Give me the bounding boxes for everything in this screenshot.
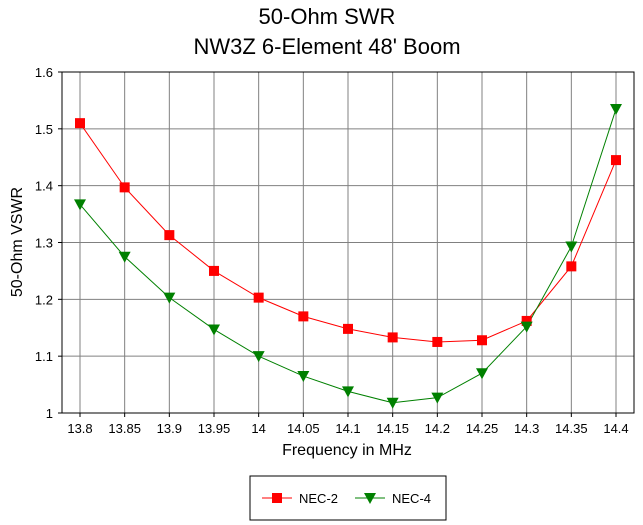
- series: [74, 103, 622, 409]
- data-point: [477, 335, 487, 346]
- x-tick-label: 14: [251, 421, 265, 436]
- x-tick-label: 14.05: [287, 421, 320, 436]
- x-tick-label: 14.15: [376, 421, 409, 436]
- y-tick-label: 1.1: [35, 349, 53, 364]
- data-point: [119, 182, 130, 193]
- x-tick-label: 13.95: [198, 421, 231, 436]
- data-point: [610, 103, 622, 115]
- y-tick-label: 1.5: [35, 122, 53, 137]
- data-point: [252, 351, 265, 363]
- data-point: [74, 199, 86, 211]
- data-point: [521, 315, 532, 326]
- data-point: [520, 321, 533, 333]
- data-point: [297, 371, 310, 383]
- x-tick-label: 14.25: [466, 421, 499, 436]
- chart-title: 50-Ohm SWR NW3Z 6-Element 48' Boom: [193, 4, 460, 59]
- legend-label-nec-2: NEC-2: [299, 491, 338, 506]
- y-tick-label: 1: [46, 406, 53, 421]
- data-point: [565, 241, 578, 253]
- data-point: [431, 392, 444, 404]
- y-tick-label: 1.2: [35, 292, 53, 307]
- data-point: [387, 332, 398, 343]
- y-tick-label: 1.4: [35, 179, 53, 194]
- legend-marker-nec-2: [272, 493, 282, 503]
- y-axis-title: 50-Ohm VSWR: [9, 187, 26, 297]
- data-point: [209, 265, 219, 276]
- y-tick-label: 1.6: [35, 65, 53, 80]
- data-point: [343, 323, 353, 334]
- data-point: [75, 118, 85, 129]
- legend-marker-nec-4: [364, 493, 376, 504]
- data-point: [298, 311, 309, 322]
- x-tick-label: 14.4: [603, 421, 628, 436]
- data-point: [208, 324, 220, 336]
- x-tick-label: 14.35: [555, 421, 588, 436]
- data-point: [164, 230, 175, 241]
- y-axis-ticks: 1 1.1 1.2 1.3 1.4 1.5 1.6: [35, 65, 62, 421]
- chart-title-line-2: NW3Z 6-Element 48' Boom: [193, 34, 460, 59]
- data-point: [342, 386, 354, 398]
- x-tick-label: 13.9: [157, 421, 182, 436]
- data-point: [432, 336, 443, 347]
- x-tick-label: 14.2: [425, 421, 450, 436]
- chart-title-line-1: 50-Ohm SWR: [259, 4, 396, 29]
- x-tick-label: 14.1: [335, 421, 360, 436]
- series-points-nec-2: [75, 118, 621, 347]
- x-axis-title: Frequency in MHz: [282, 442, 412, 459]
- data-point: [566, 261, 577, 272]
- x-tick-label: 14.3: [514, 421, 539, 436]
- data-point: [118, 251, 131, 263]
- data-point: [611, 155, 621, 166]
- x-axis-ticks: 13.8 13.85 13.9 13.95 14 14.05 14.1 14.15 14.2 14…: [67, 413, 629, 436]
- data-point: [476, 368, 488, 380]
- x-tick-label: 13.85: [108, 421, 141, 436]
- data-point: [253, 292, 264, 303]
- y-tick-label: 1.3: [35, 236, 53, 251]
- legend-label-nec-4: NEC-4: [392, 491, 431, 506]
- series-points-nec-4: [74, 103, 622, 409]
- data-point: [386, 397, 399, 409]
- x-tick-label: 13.8: [67, 421, 92, 436]
- legend: NEC-2 NEC-4: [249, 475, 447, 521]
- data-point: [163, 292, 176, 304]
